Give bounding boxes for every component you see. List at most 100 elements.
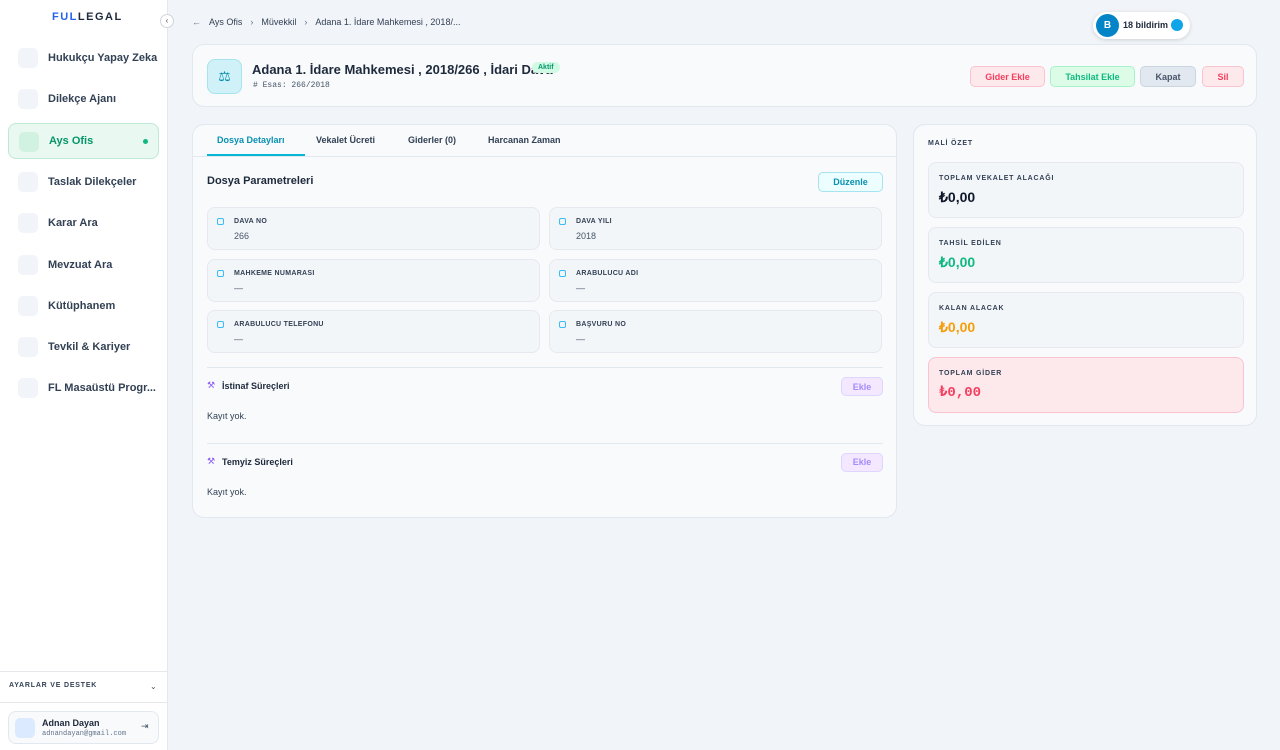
field-icon (559, 321, 566, 328)
field-icon (217, 218, 224, 225)
menu-label: Taslak Dilekçeler (48, 175, 137, 188)
menu-icon (18, 171, 38, 192)
menu-icon (18, 295, 38, 316)
logo[interactable]: FULLEGAL (52, 11, 123, 23)
action-label: Tahsilat Ekle (1065, 71, 1120, 82)
field-value: 2018 (576, 231, 597, 241)
user-name: Adnan Dayan (42, 718, 100, 728)
empty-text: Kayıt yok. (207, 486, 247, 497)
breadcrumb-item[interactable]: Ays Ofis (209, 17, 243, 27)
tab[interactable]: Dosya Detayları (217, 135, 285, 145)
add-button[interactable]: Ekle (841, 452, 883, 472)
menu-label: Tevkil & Kariyer (48, 341, 131, 354)
summary-label: TOPLAM VEKALET ALACAĞI (939, 175, 1055, 182)
section-icon: ⚒ (207, 455, 216, 466)
summary-item: TOPLAM GİDER ₺0,00 (928, 357, 1244, 413)
section-title: İstinaf Süreçleri (222, 381, 290, 391)
menu-label: Hukukçu Yapay Zeka (48, 52, 158, 64)
tab[interactable]: Harcanan Zaman (488, 135, 561, 145)
params-title: Dosya Parametreleri (207, 175, 314, 187)
param-field: DAVA NO 266 (207, 207, 540, 250)
summary-value: ₺0,00 (939, 385, 982, 401)
user-card[interactable]: Adnan Dayan adnandayan@gmail.com ⇥ (8, 711, 159, 744)
menu-icon (19, 131, 39, 152)
breadcrumb-item[interactable]: Adana 1. İdare Mahkemesi , 2018/... (315, 17, 461, 27)
menu-item[interactable]: Hukukçu Yapay Zeka (8, 40, 159, 76)
chevron: ⌄ (150, 682, 157, 691)
menu-icon (18, 337, 38, 358)
logout-icon[interactable]: ⇥ (141, 721, 149, 731)
edit-label: Düzenle (833, 177, 868, 187)
notifications[interactable]: B 18 bildirim (1093, 12, 1190, 39)
settings-toggle[interactable]: AYARLAR VE DESTEK (9, 682, 98, 689)
menu-item[interactable]: Taslak Dilekçeler (8, 164, 159, 200)
summary-label: KALAN ALACAK (939, 305, 1005, 312)
field-label: ARABULUCU TELEFONU (234, 321, 324, 328)
param-field: ARABULUCU TELEFONU — (207, 310, 540, 353)
menu-item[interactable]: Karar Ara (8, 205, 159, 241)
notification-label: 18 bildirim (1123, 20, 1169, 30)
breadcrumb-separator: › (250, 17, 254, 27)
field-icon (559, 269, 566, 277)
action-button[interactable]: Sil (1202, 66, 1244, 87)
field-value: 266 (234, 231, 250, 241)
summary-label: TAHSİL EDİLEN (939, 240, 1002, 247)
case-subtitle: Esas: 266/2018 (262, 81, 330, 90)
field-label: BAŞVURU NO (576, 321, 627, 328)
menu-item[interactable]: Tevkil & Kariyer (8, 329, 159, 365)
summary-value: ₺0,00 (939, 189, 976, 205)
menu-icon (18, 378, 38, 399)
notification-avatar: B (1096, 14, 1119, 37)
action-button[interactable]: Tahsilat Ekle (1050, 66, 1135, 87)
summary-item: TAHSİL EDİLEN ₺0,00 (928, 227, 1244, 283)
menu-icon (18, 48, 38, 68)
divider (0, 702, 168, 703)
hash-icon: # (253, 81, 258, 90)
summary-label: TOPLAM GİDER (939, 370, 1003, 377)
summary-title: MALİ ÖZET (928, 140, 973, 147)
menu-label: Kütüphanem (48, 299, 116, 312)
divider (207, 367, 883, 368)
field-label: DAVA YILI (576, 218, 612, 225)
field-label: DAVA NO (234, 218, 268, 225)
collapse-button[interactable]: ‹ (160, 14, 174, 28)
case-title: Adana 1. İdare Mahkemesi , 2018/266 , İd… (252, 62, 553, 77)
menu-item[interactable]: Dilekçe Ajanı (8, 81, 159, 117)
field-icon (217, 269, 224, 277)
notification-icon (1171, 19, 1183, 31)
menu-item[interactable]: Mevzuat Ara (8, 247, 159, 283)
divider (193, 156, 896, 157)
tab-underline (207, 154, 305, 156)
menu-label: Mevzuat Ara (48, 258, 113, 271)
field-icon (217, 321, 224, 328)
edit-button[interactable]: Düzenle (818, 172, 883, 192)
action-button[interactable]: Gider Ekle (970, 66, 1045, 87)
field-value: — (234, 282, 243, 293)
menu-item[interactable]: Ays Ofis (8, 122, 159, 159)
header-card: ⚖ Adana 1. İdare Mahkemesi , 2018/266 , … (192, 44, 1257, 107)
action-button[interactable]: Kapat (1140, 66, 1196, 87)
field-icon (559, 218, 566, 225)
user-avatar (15, 718, 35, 738)
divider (0, 671, 168, 672)
tab[interactable]: Giderler (0) (408, 135, 457, 145)
add-label: Ekle (852, 457, 872, 467)
case-icon: ⚖ (207, 59, 242, 94)
breadcrumb: ← Ays Ofis › Müvekkil › Adana 1. İdare Mahkem… (192, 17, 460, 27)
divider (207, 442, 883, 444)
menu-label: Dilekçe Ajanı (48, 93, 117, 106)
menu-icon (18, 213, 38, 234)
breadcrumb-separator: ← (192, 17, 201, 27)
breadcrumb-item[interactable]: Müvekkil (261, 17, 297, 27)
add-button[interactable]: Ekle (841, 377, 883, 396)
menu-label: Ays Ofis (49, 134, 94, 147)
summary-value: ₺0,00 (939, 319, 976, 335)
breadcrumb-separator: › (304, 17, 308, 27)
summary-value: ₺0,00 (939, 254, 976, 270)
param-field: MAHKEME NUMARASI — (207, 258, 540, 302)
summary-item: TOPLAM VEKALET ALACAĞI ₺0,00 (928, 162, 1244, 218)
menu-item[interactable]: FL Masaüstü Progr... (8, 370, 159, 406)
menu-item[interactable]: Kütüphanem (8, 288, 159, 324)
action-label: Kapat (1155, 71, 1181, 82)
tab[interactable]: Vekalet Ücreti (316, 135, 376, 145)
